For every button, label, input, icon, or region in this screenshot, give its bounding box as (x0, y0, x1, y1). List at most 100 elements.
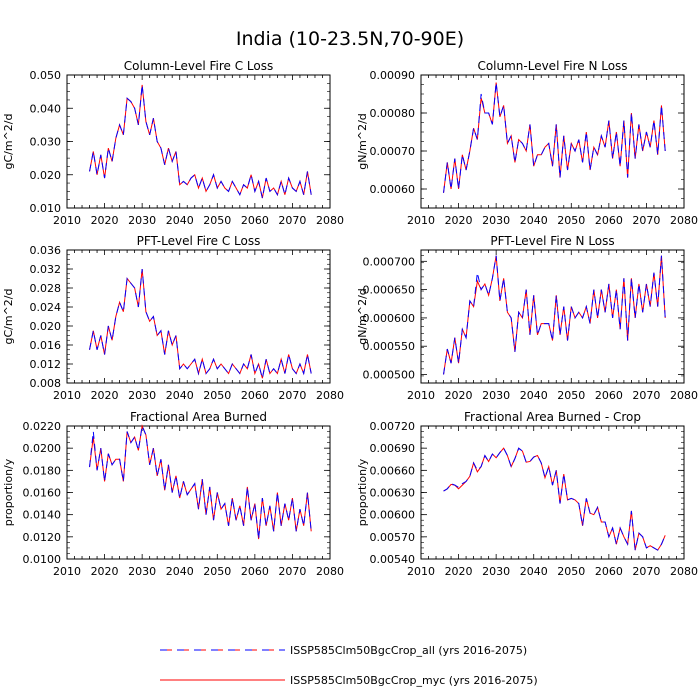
x-tick-label: 2030 (482, 389, 510, 402)
series-line-all (89, 84, 312, 199)
x-tick-label: 2080 (670, 565, 698, 578)
y-tick-label: 0.00080 (370, 107, 416, 120)
x-tick-label: 2050 (203, 214, 231, 227)
y-tick-label: 0.00540 (370, 553, 416, 566)
panel-5: 2010 2020 2030 2040 2050 2060 2070 2080 0.0100 0.… (2, 410, 344, 578)
panel-title: Column-Level Fire N Loss (477, 59, 627, 73)
series-line-myc (89, 84, 312, 199)
y-tick-label: 0.000650 (363, 284, 416, 297)
y-tick-label: 0.000500 (363, 369, 416, 382)
y-tick-label: 0.0140 (23, 509, 62, 522)
x-tick-label: 2040 (520, 565, 548, 578)
series-line-all (443, 447, 666, 551)
y-tick-label: 0.010 (30, 202, 62, 215)
x-tick-label: 2050 (203, 565, 231, 578)
x-tick-label: 2060 (241, 214, 269, 227)
y-tick-label: 0.040 (30, 102, 62, 115)
y-tick-label: 0.000550 (363, 340, 416, 353)
x-tick-label: 2040 (520, 214, 548, 227)
x-tick-label: 2070 (632, 389, 660, 402)
x-tick-label: 2030 (128, 565, 156, 578)
y-tick-label: 0.012 (30, 358, 62, 371)
x-tick-label: 2080 (670, 389, 698, 402)
x-tick-label: 2050 (557, 565, 585, 578)
x-tick-label: 2040 (166, 389, 194, 402)
series-line-myc (89, 268, 312, 379)
x-tick-label: 2010 (407, 389, 435, 402)
y-tick-label: 0.032 (30, 263, 62, 276)
y-tick-label: 0.00070 (370, 145, 416, 158)
x-tick-label: 2070 (632, 214, 660, 227)
panel-2: 2010 2020 2030 2040 2050 2060 2070 2080 0.00060 0… (356, 59, 698, 227)
x-tick-label: 2050 (557, 389, 585, 402)
figure-title: India (10-23.5N,70-90E) (236, 28, 464, 50)
plot-frame (66, 425, 331, 560)
y-tick-label: 0.008 (30, 377, 62, 390)
y-tick-label: 0.030 (30, 136, 62, 149)
x-tick-label: 2070 (632, 565, 660, 578)
x-tick-label: 2060 (595, 214, 623, 227)
legend: ISSP585Clm50BgcCrop_all (yrs 2016-2075) … (160, 644, 538, 687)
plot-frame (420, 425, 685, 560)
x-tick-label: 2040 (166, 565, 194, 578)
x-tick-label: 2080 (316, 565, 344, 578)
x-tick-label: 2060 (241, 389, 269, 402)
y-tick-label: 0.000600 (363, 312, 416, 325)
y-tick-label: 0.0100 (23, 553, 62, 566)
panel-4: 2010 2020 2030 2040 2050 2060 2070 2080 0.000500… (356, 234, 698, 402)
x-tick-label: 2020 (445, 214, 473, 227)
panel-title: Fractional Area Burned - Crop (464, 410, 641, 424)
x-tick-label: 2020 (445, 389, 473, 402)
panel-title: Column-Level Fire C Loss (124, 59, 274, 73)
legend-label-all: ISSP585Clm50BgcCrop_all (yrs 2016-2075) (290, 644, 527, 657)
y-axis-label: gN/m^2/d (356, 113, 369, 170)
y-axis-label: gC/m^2/d (2, 289, 15, 345)
series-line-all (443, 255, 666, 375)
series-line-all (89, 268, 312, 379)
x-tick-label: 2060 (241, 565, 269, 578)
x-tick-label: 2070 (278, 389, 306, 402)
x-tick-label: 2010 (407, 214, 435, 227)
y-tick-label: 0.00720 (370, 420, 416, 433)
x-tick-label: 2070 (278, 214, 306, 227)
x-tick-label: 2070 (278, 565, 306, 578)
y-tick-label: 0.028 (30, 282, 62, 295)
x-tick-label: 2010 (53, 214, 81, 227)
y-tick-label: 0.024 (30, 301, 62, 314)
x-tick-label: 2020 (91, 565, 119, 578)
series-line-all (89, 424, 312, 540)
y-tick-label: 0.00570 (370, 531, 416, 544)
y-tick-label: 0.020 (30, 169, 62, 182)
x-tick-label: 2050 (203, 389, 231, 402)
y-tick-label: 0.00060 (370, 183, 416, 196)
panel-title: PFT-Level Fire C Loss (137, 234, 261, 248)
x-tick-label: 2080 (670, 214, 698, 227)
series-line-myc (443, 447, 666, 551)
y-tick-label: 0.00660 (370, 464, 416, 477)
panel-1: 2010 2020 2030 2040 2050 2060 2070 2080 0.010 0.0… (2, 59, 344, 227)
y-tick-label: 0.036 (30, 244, 62, 257)
y-tick-label: 0.020 (30, 320, 62, 333)
x-tick-label: 2020 (445, 565, 473, 578)
y-tick-label: 0.0180 (23, 464, 62, 477)
y-axis-label: proportion/y (2, 458, 15, 526)
x-tick-label: 2030 (482, 214, 510, 227)
x-tick-label: 2080 (316, 214, 344, 227)
y-tick-label: 0.00090 (370, 69, 416, 82)
y-axis-label: gN/m^2/d (356, 288, 369, 345)
x-tick-label: 2080 (316, 389, 344, 402)
y-tick-label: 0.0120 (23, 531, 62, 544)
x-tick-label: 2060 (595, 565, 623, 578)
x-tick-label: 2020 (91, 214, 119, 227)
y-tick-label: 0.0200 (23, 442, 62, 455)
panels: 2010 2020 2030 2040 2050 2060 2070 2080 0.010 0.0… (2, 59, 698, 578)
series-line-myc (443, 255, 666, 375)
x-tick-label: 2050 (557, 214, 585, 227)
panel-title: Fractional Area Burned (130, 410, 267, 424)
x-tick-label: 2010 (53, 389, 81, 402)
x-tick-label: 2060 (595, 389, 623, 402)
y-tick-label: 0.00600 (370, 509, 416, 522)
x-tick-label: 2010 (53, 565, 81, 578)
x-tick-label: 2010 (407, 565, 435, 578)
y-tick-label: 0.00630 (370, 487, 416, 500)
